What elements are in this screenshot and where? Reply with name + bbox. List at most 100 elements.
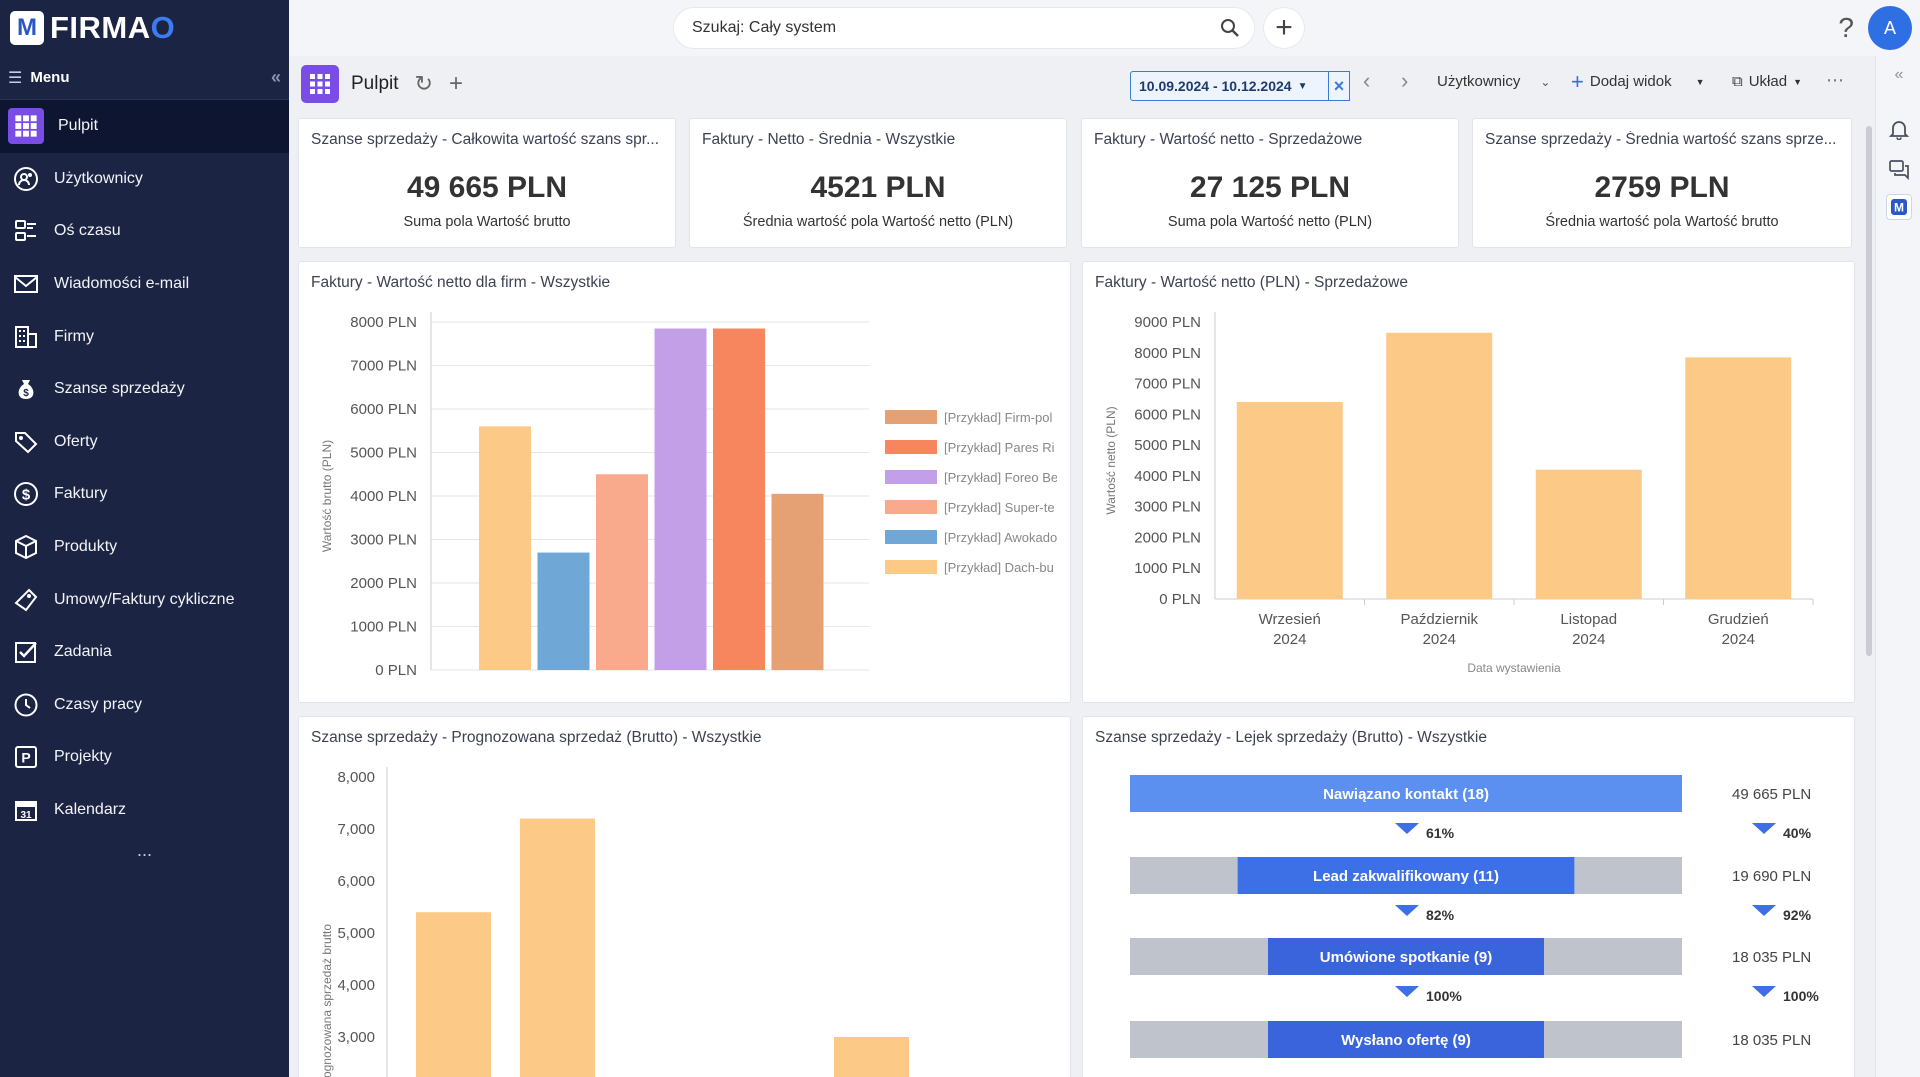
sidebar-item-contract[interactable]: Umowy/Faktury cykliczne bbox=[0, 573, 289, 626]
clear-date-icon[interactable]: × bbox=[1328, 71, 1350, 101]
user-avatar[interactable]: A bbox=[1868, 6, 1912, 50]
sidebar-item-dollar[interactable]: $ Faktury bbox=[0, 468, 289, 521]
firmao-logo[interactable]: M FIRMAO bbox=[0, 0, 289, 56]
down-arrow-icon bbox=[1752, 905, 1776, 916]
kpi-title: Faktury - Wartość netto - Sprzedażowe bbox=[1094, 131, 1363, 148]
sidebar-item-label: Czasy pracy bbox=[54, 695, 143, 713]
search-icon[interactable] bbox=[1220, 18, 1240, 38]
sidebar-item-label: Umowy/Faktury cykliczne bbox=[54, 590, 235, 608]
funnel-bar bbox=[1268, 1021, 1544, 1058]
users-icon bbox=[12, 165, 40, 193]
sidebar-item-mail[interactable]: Wiadomości e-mail bbox=[0, 258, 289, 311]
legend-label: [Przykład] Firm-pol bbox=[944, 410, 1052, 425]
y-axis-label: Wartość brutto (PLN) bbox=[320, 440, 334, 552]
y-tick-label: 6,000 bbox=[337, 873, 375, 890]
caret-down-icon: ▼ bbox=[1793, 76, 1802, 87]
kpi-card[interactable]: Faktury - Netto - Średnia - Wszystkie 45… bbox=[689, 118, 1067, 248]
kpi-title: Szanse sprzedaży - Średnia wartość szans… bbox=[1485, 131, 1837, 148]
date-range-picker[interactable]: 10.09.2024 - 10.12.2024 ▼ × bbox=[1130, 71, 1350, 101]
bar bbox=[416, 912, 491, 1077]
sidebar-item-label: Projekty bbox=[54, 748, 112, 766]
users-filter-dropdown[interactable]: Użytkownicy ⌄ bbox=[1437, 73, 1550, 90]
collapse-rail-icon[interactable]: « bbox=[1894, 66, 1904, 83]
chart-card-forecast[interactable]: Szanse sprzedaży - Prognozowana sprzedaż… bbox=[298, 716, 1071, 1077]
sidebar-item-label: Oferty bbox=[54, 432, 98, 450]
chart-card-firms[interactable]: Faktury - Wartość netto dla firm - Wszys… bbox=[298, 261, 1071, 703]
svg-text:M: M bbox=[1894, 201, 1904, 215]
funnel-count-conversion: 82% bbox=[1426, 907, 1455, 923]
funnel-stage-label: Umówione spotkanie (9) bbox=[1320, 949, 1493, 966]
sidebar-item-clock[interactable]: Czasy pracy bbox=[0, 679, 289, 732]
logo-wordmark: FIRMAO bbox=[50, 10, 176, 45]
sidebar-item-label: Firmy bbox=[54, 327, 94, 345]
funnel-value-conversion: 92% bbox=[1783, 907, 1812, 923]
sidebar-more-button[interactable]: ... bbox=[136, 840, 152, 861]
chart-card-monthly[interactable]: Faktury - Wartość netto (PLN) - Sprzedaż… bbox=[1082, 261, 1855, 703]
sidebar-item-project[interactable]: P Projekty bbox=[0, 731, 289, 784]
funnel-stage-label: Nawiązano kontakt (18) bbox=[1323, 786, 1489, 803]
y-tick-label: 9000 PLN bbox=[1134, 314, 1201, 331]
sidebar-item-checkbox[interactable]: Zadania bbox=[0, 626, 289, 679]
kpi-subtitle: Suma pola Wartość brutto bbox=[403, 214, 571, 230]
sidebar-item-users[interactable]: Użytkownicy bbox=[0, 153, 289, 206]
funnel-bar bbox=[1130, 775, 1682, 812]
box-icon bbox=[12, 533, 40, 561]
calendar-icon: 31 bbox=[12, 796, 40, 824]
contract-icon bbox=[12, 586, 40, 614]
tag-icon bbox=[12, 428, 40, 456]
chevron-down-icon: ⌄ bbox=[1540, 74, 1551, 89]
sidebar-item-grid[interactable]: Pulpit bbox=[0, 100, 289, 153]
next-period-icon[interactable]: › bbox=[1401, 68, 1409, 93]
y-tick-label: 7,000 bbox=[337, 821, 375, 838]
collapse-sidebar-icon[interactable]: « bbox=[270, 67, 281, 87]
y-tick-label: 3000 PLN bbox=[350, 532, 417, 549]
kpi-card[interactable]: Szanse sprzedaży - Średnia wartość szans… bbox=[1472, 118, 1852, 248]
sidebar-item-box[interactable]: Produkty bbox=[0, 521, 289, 574]
bar bbox=[1685, 357, 1792, 599]
chart-card-funnel[interactable]: Szanse sprzedaży - Lejek sprzedaży (Brut… bbox=[1082, 716, 1855, 1077]
legend-swatch bbox=[885, 470, 937, 484]
search-placeholder: Szukaj: Cały system bbox=[692, 19, 837, 36]
kpi-card[interactable]: Szanse sprzedaży - Całkowita wartość sza… bbox=[298, 118, 676, 248]
prev-period-icon[interactable]: ‹ bbox=[1363, 68, 1371, 93]
bar bbox=[596, 474, 648, 670]
down-arrow-icon bbox=[1395, 905, 1419, 916]
y-tick-label: 0 PLN bbox=[375, 662, 417, 679]
menu-label: Menu bbox=[30, 69, 70, 86]
y-axis-label: Wartość netto (PLN) bbox=[1104, 406, 1118, 514]
chat-icon[interactable] bbox=[1886, 156, 1912, 182]
main-scrollbar[interactable] bbox=[1866, 126, 1872, 656]
hamburger-icon[interactable]: ☰ bbox=[8, 69, 23, 87]
kpi-card[interactable]: Faktury - Wartość netto - Sprzedażowe 27… bbox=[1081, 118, 1459, 248]
add-dashboard-icon[interactable]: + bbox=[448, 70, 463, 97]
sidebar-item-calendar[interactable]: 31 Kalendarz bbox=[0, 784, 289, 837]
sidebar-item-building[interactable]: Firmy bbox=[0, 310, 289, 363]
help-icon[interactable]: ? bbox=[1838, 12, 1854, 43]
clock-icon bbox=[12, 691, 40, 719]
bar bbox=[1236, 402, 1343, 599]
legend-label: [Przykład] Dach-bu bbox=[944, 560, 1054, 575]
bell-icon[interactable] bbox=[1886, 116, 1912, 142]
y-tick-label: 5000 PLN bbox=[350, 445, 417, 462]
bar bbox=[520, 818, 595, 1077]
firmao-app-icon[interactable]: M bbox=[1886, 194, 1912, 220]
quick-add-button[interactable]: + bbox=[1264, 8, 1304, 48]
y-tick-label: 2000 PLN bbox=[1134, 529, 1201, 546]
grid-icon bbox=[301, 65, 339, 103]
x-tick-label: 2024 bbox=[1572, 631, 1605, 648]
refresh-icon[interactable]: ↻ bbox=[414, 71, 433, 96]
y-tick-label: 7000 PLN bbox=[350, 358, 417, 375]
add-view-button[interactable]: + Dodaj widok ▼ bbox=[1571, 71, 1705, 93]
sidebar-item-money-bag[interactable]: $ Szanse sprzedaży bbox=[0, 363, 289, 416]
y-tick-label: 4000 PLN bbox=[350, 488, 417, 505]
legend-swatch bbox=[885, 440, 937, 454]
sidebar-item-tag[interactable]: Oferty bbox=[0, 416, 289, 469]
global-search-input[interactable]: Szukaj: Cały system bbox=[674, 8, 1254, 48]
more-options-icon[interactable]: ⋯ bbox=[1826, 70, 1844, 90]
bar bbox=[771, 493, 824, 670]
kpi-title: Faktury - Netto - Średnia - Wszystkie bbox=[702, 131, 956, 148]
layout-dropdown[interactable]: ⧉ Układ ▼ bbox=[1732, 73, 1802, 90]
funnel-stage-label: Lead zakwalifikowany (11) bbox=[1313, 868, 1499, 885]
sidebar-item-label: Szanse sprzedaży bbox=[54, 380, 185, 398]
sidebar-item-timeline[interactable]: Oś czasu bbox=[0, 205, 289, 258]
